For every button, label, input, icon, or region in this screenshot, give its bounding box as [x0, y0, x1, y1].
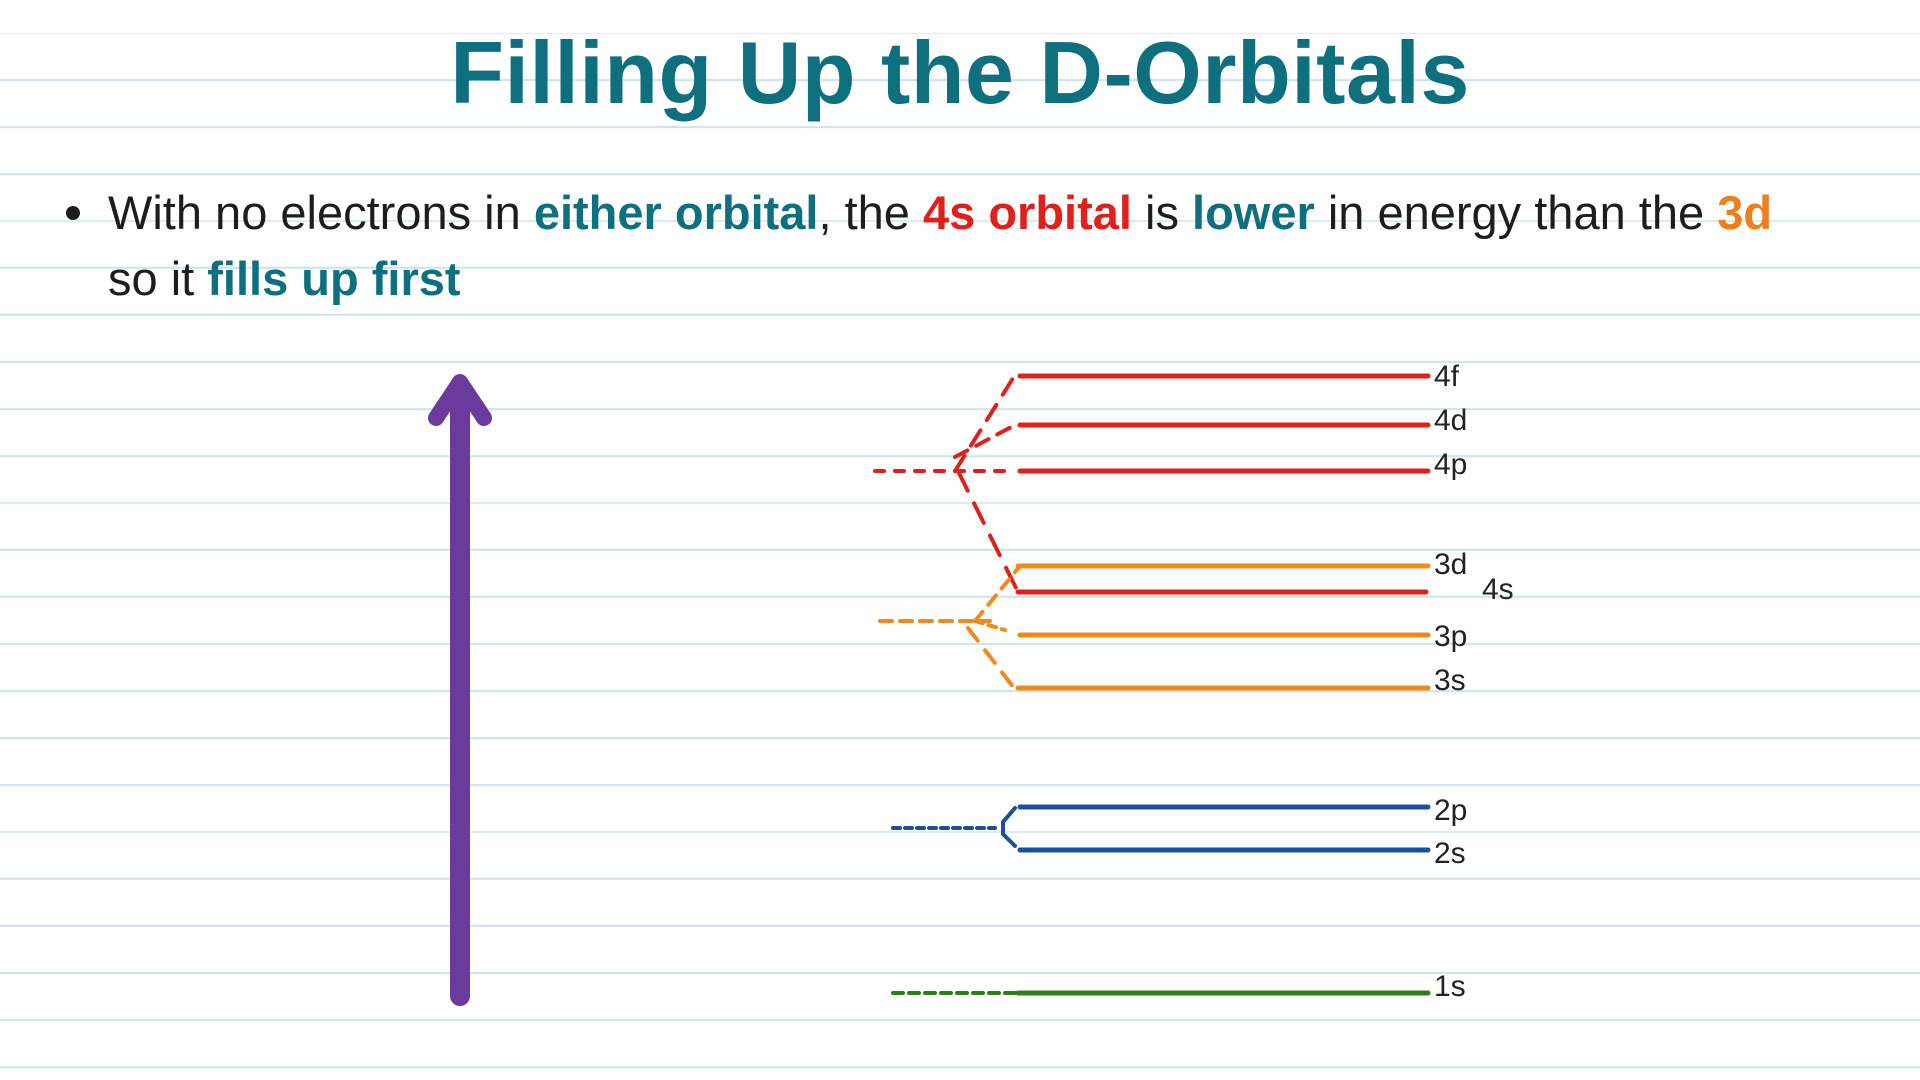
level-labels: 4f 4d 4p 3d 4s 3p 3s 2p 2s 1s — [1434, 360, 1514, 1003]
level-label-4d: 4d — [1434, 404, 1467, 437]
level-label-3p: 3p — [1434, 620, 1467, 653]
connector-3s — [966, 626, 1016, 690]
level-label-3s: 3s — [1434, 664, 1466, 697]
level-label-4s: 4s — [1482, 573, 1514, 606]
shell-4-connectors — [873, 373, 1020, 594]
level-label-4p: 4p — [1434, 448, 1467, 481]
bullet-segment: in energy than the — [1314, 186, 1718, 239]
level-label-2s: 2s — [1434, 837, 1466, 870]
shell-2-connectors — [891, 806, 1017, 848]
bullet-segment: is — [1131, 186, 1193, 239]
energy-arrow — [428, 374, 492, 1006]
bullet-segment: so it — [108, 252, 208, 305]
bullet-segment: 4s orbital — [923, 186, 1132, 239]
level-label-3d: 3d — [1434, 548, 1467, 581]
level-label-2p: 2p — [1434, 794, 1467, 827]
connector-2p-2s — [1001, 806, 1017, 848]
bullet-segment: either orbital — [533, 186, 819, 239]
level-label-4f: 4f — [1434, 360, 1460, 393]
bullet-segment: lower — [1192, 186, 1315, 239]
shell-3-connectors — [878, 564, 1022, 690]
connector-4s — [956, 469, 1020, 594]
connector-3p — [973, 619, 1007, 632]
connector-4f — [953, 373, 1017, 473]
connector-4d — [953, 423, 1017, 459]
page-title: Filling Up the D-Orbitals — [450, 23, 1470, 122]
bullet-text: With no electrons in either orbital, the… — [108, 180, 1808, 312]
bullet-segment: 3d — [1717, 186, 1773, 239]
connector-3d — [973, 564, 1022, 623]
bullet-segment: With no electrons in — [108, 186, 534, 239]
bullet-dot-icon — [66, 206, 80, 220]
bullet-segment: , the — [818, 186, 923, 239]
energy-arrow-head-icon — [428, 374, 492, 426]
level-label-1s: 1s — [1434, 970, 1466, 1003]
bullet-segment: fills up first — [207, 252, 461, 305]
energy-levels — [1015, 373, 1431, 996]
